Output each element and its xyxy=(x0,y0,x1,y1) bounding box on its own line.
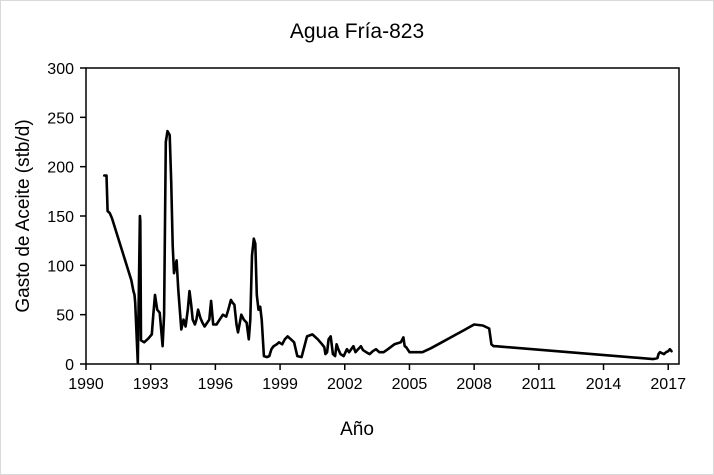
x-tick-label: 2008 xyxy=(456,376,492,393)
y-tick-label: 50 xyxy=(56,308,74,325)
x-tick-label: 1999 xyxy=(262,376,298,393)
x-tick-label: 2002 xyxy=(327,376,363,393)
y-tick-label: 150 xyxy=(47,209,74,226)
oil-rate-series-line xyxy=(103,129,673,365)
x-tick-label: 2014 xyxy=(586,376,622,393)
x-axis-ticks: 1990 1993 1996 1999 2002 2005 2008 2011 2014 2017 xyxy=(68,364,686,393)
y-tick-label: 250 xyxy=(47,110,74,127)
y-axis-label: Gasto de Aceite (stb/d) xyxy=(13,119,34,312)
y-tick-label: 300 xyxy=(47,61,74,78)
x-tick-label: 2017 xyxy=(650,376,686,393)
y-tick-label: 0 xyxy=(65,357,74,374)
chart-title: Agua Fría-823 xyxy=(290,20,424,43)
x-tick-label: 1993 xyxy=(133,376,169,393)
x-tick-label: 2011 xyxy=(522,376,557,393)
plot-area xyxy=(85,67,680,365)
x-axis-label: Año xyxy=(340,419,374,440)
y-tick-label: 100 xyxy=(47,258,74,275)
x-tick-label: 2005 xyxy=(392,376,428,393)
x-tick-label: 1990 xyxy=(68,376,104,393)
x-tick-label: 1996 xyxy=(198,376,234,393)
y-tick-label: 200 xyxy=(47,160,74,177)
y-axis-ticks: 0 50 100 150 200 250 300 xyxy=(47,61,86,374)
